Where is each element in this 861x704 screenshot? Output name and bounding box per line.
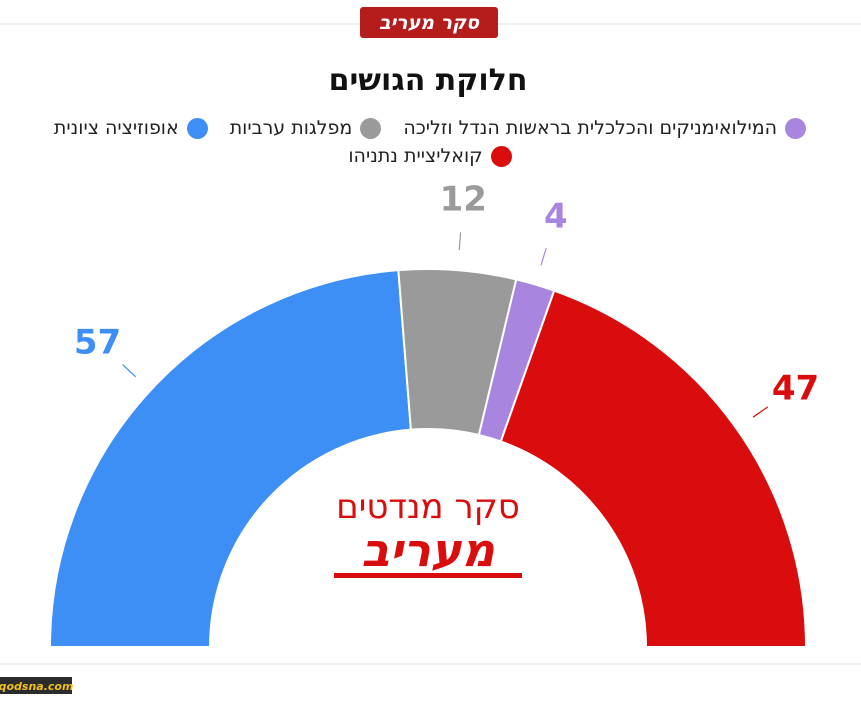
watermark-bg: [0, 677, 72, 694]
legend-label: מפלגות ערביות: [229, 117, 353, 139]
legend-label: אופוזיציה ציונית: [53, 117, 179, 139]
legend-label: קואליציית נתניהו: [348, 145, 483, 167]
legend-item: קואליציית נתניהו: [348, 145, 512, 167]
value-label: 12: [440, 179, 487, 219]
value-label: 4: [544, 197, 568, 237]
legend-item: המילואימניקים והכלכלית בראשות הנדל וזליכ…: [403, 117, 807, 139]
leader-line: [458, 232, 462, 251]
leader-line: [752, 406, 769, 418]
badge: סקר מעריב: [379, 12, 480, 34]
leader-line: [540, 247, 547, 266]
legend-label: המילואימניקים והכלכלית בראשות הנדל וזליכ…: [403, 117, 778, 139]
legend-swatch: [360, 117, 382, 139]
leader-line: [122, 364, 137, 378]
chart-title: חלוקת הגושים: [329, 63, 528, 98]
legend-swatch: [785, 117, 807, 139]
badge-bg: [360, 7, 498, 38]
value-label: 57: [74, 323, 121, 363]
legend-item: אופוזיציה ציונית: [54, 117, 208, 139]
legend-swatch: [186, 117, 208, 139]
value-label: 47: [772, 368, 819, 408]
watermark: qodsna.com: [0, 680, 73, 693]
slice: [499, 289, 808, 648]
center-line2: מעריב: [361, 523, 496, 577]
center-rule: [334, 573, 522, 578]
slice: [48, 269, 412, 648]
center-line1: סקר מנדטים: [336, 487, 520, 527]
legend-item: מפלגות ערביות: [230, 117, 382, 139]
legend-swatch: [490, 145, 512, 167]
legend: המילואימניקים והכלכלית בראשות הנדל וזליכ…: [10, 117, 850, 167]
